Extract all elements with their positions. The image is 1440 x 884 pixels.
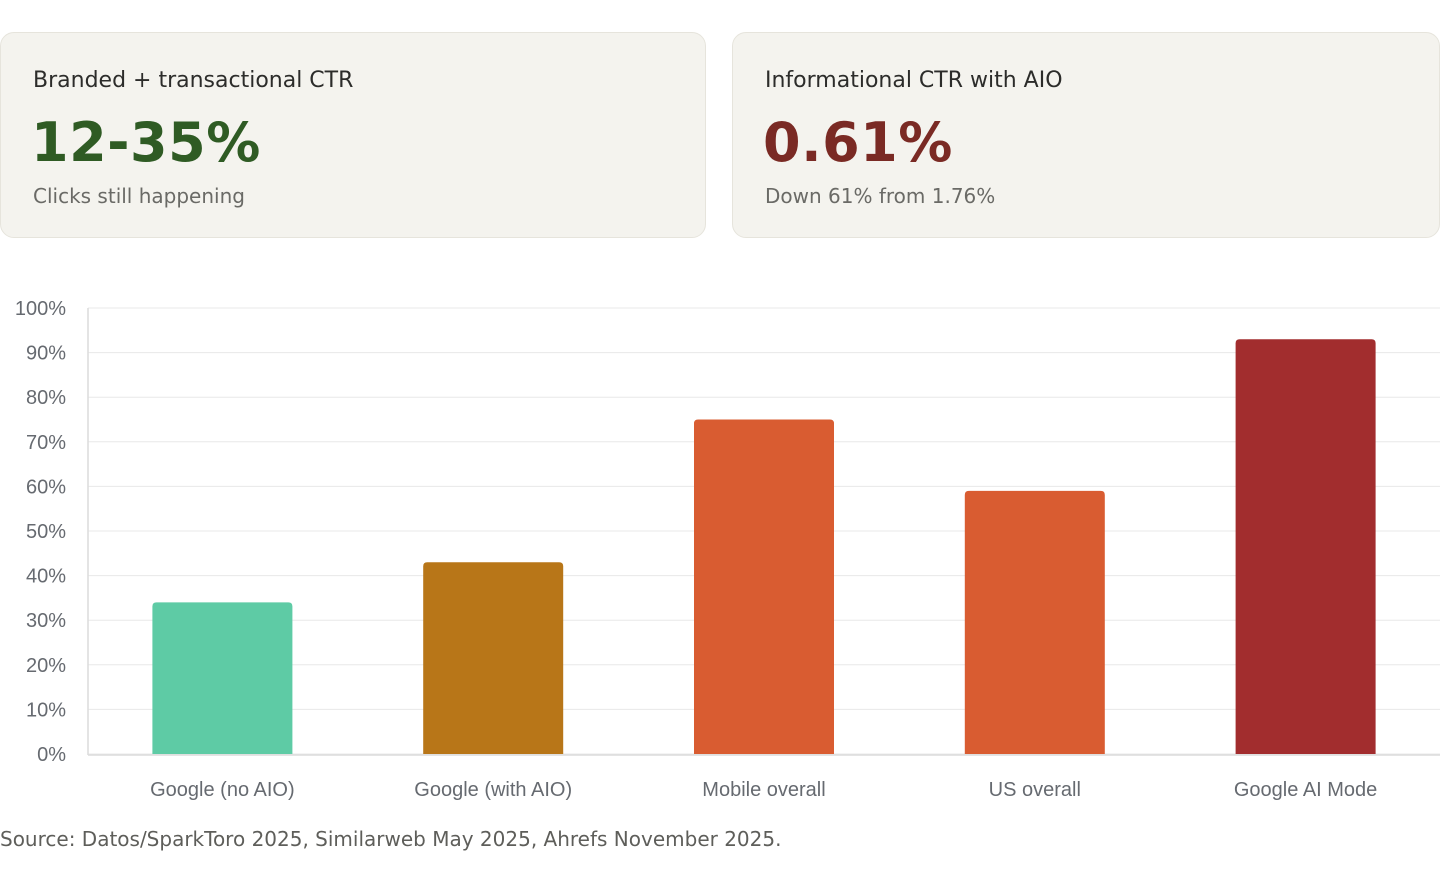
y-tick-label: 90% (26, 343, 66, 365)
stat-cards: Branded + transactional CTR 12-35% Click… (0, 32, 1440, 240)
y-tick-label: 40% (26, 566, 66, 588)
x-tick-label: Mobile overall (702, 779, 825, 801)
stat-subtext: Down 61% from 1.76% (765, 184, 996, 208)
y-tick-label: 80% (26, 387, 66, 409)
x-tick-label: Google (no AIO) (150, 779, 295, 801)
y-tick-label: 50% (26, 521, 66, 543)
bar (1235, 339, 1376, 754)
y-tick-label: 60% (26, 476, 66, 498)
y-tick-label: 20% (26, 655, 66, 677)
bar (964, 490, 1105, 754)
stat-card-branded: Branded + transactional CTR 12-35% Click… (0, 32, 706, 238)
x-tick-label: Google (with AIO) (414, 779, 572, 801)
stat-subtext: Clicks still happening (33, 184, 245, 208)
x-tick-label: US overall (989, 779, 1081, 801)
y-tick-label: 30% (26, 610, 66, 632)
stat-card-informational: Informational CTR with AIO 0.61% Down 61… (732, 32, 1440, 238)
bar-chart-svg: 0% 10% 20% 30% 40% 50% 60% 70% 80% 90% 100% Google … (15, 298, 1440, 801)
bar (694, 419, 834, 754)
bar-chart: 0% 10% 20% 30% 40% 50% 60% 70% 80% 90% 100% Google … (0, 270, 1440, 810)
y-tick-label: 70% (26, 432, 66, 454)
stat-value: 12-35% (31, 111, 261, 174)
y-tick-label: 10% (26, 699, 66, 721)
stat-value: 0.61% (763, 111, 953, 174)
bar (152, 602, 293, 754)
stat-label: Informational CTR with AIO (765, 68, 1063, 93)
y-tick-label: 100% (15, 298, 66, 320)
x-tick-label: Google AI Mode (1234, 779, 1377, 801)
y-tick-label: 0% (37, 744, 66, 766)
source-note: Source: Datos/SparkToro 2025, Similarweb… (0, 827, 782, 851)
stat-label: Branded + transactional CTR (33, 68, 354, 93)
bar (423, 562, 564, 754)
